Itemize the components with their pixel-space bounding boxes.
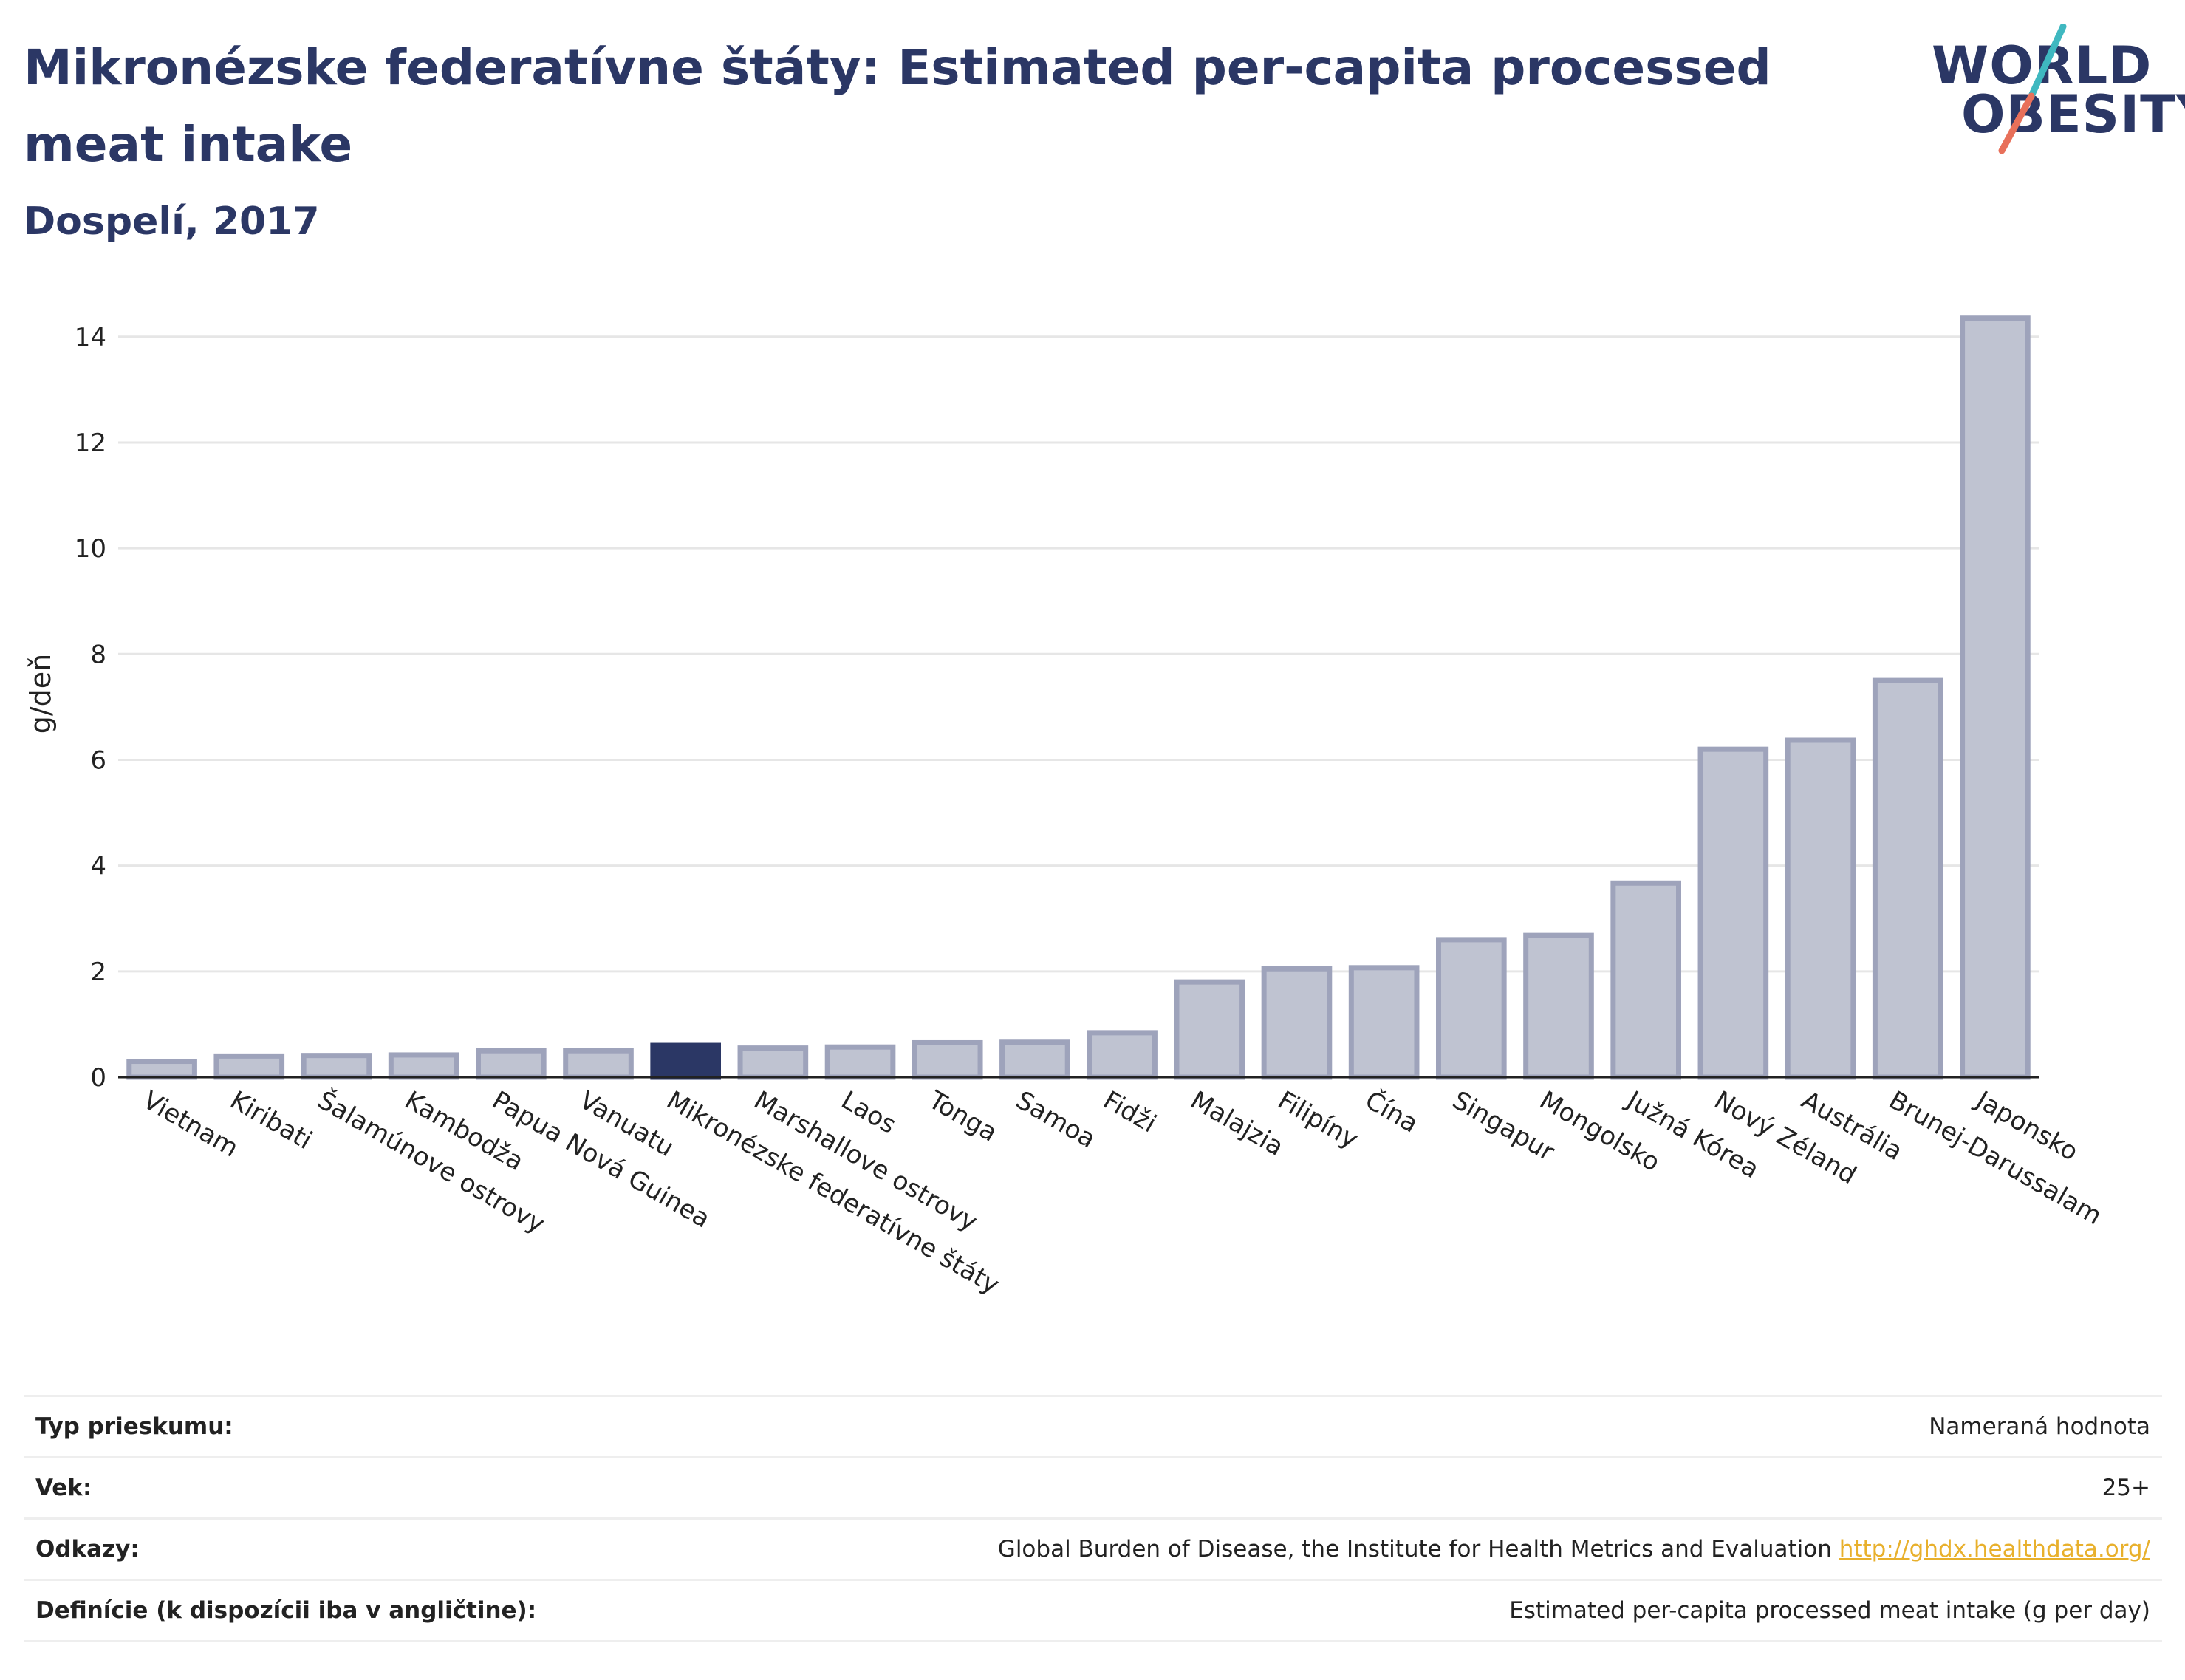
x-tick-label: Fidži [1098, 1085, 1161, 1138]
reference-link[interactable]: http://ghdx.healthdata.org/ [1839, 1536, 2150, 1563]
y-tick-label: 14 [75, 323, 106, 352]
x-tick-label: Čína [1360, 1085, 1423, 1138]
logo-line-2: OBESITY [1961, 84, 2185, 145]
y-tick-label: 6 [90, 745, 106, 775]
y-tick-label: 10 [75, 534, 106, 564]
meta-label: Vek: [35, 1475, 92, 1501]
meta-row-references: Odkazy: Global Burden of Disease, the In… [24, 1517, 2162, 1579]
meta-value: Nameraná hodnota [1929, 1413, 2150, 1440]
world-obesity-logo: WORLD OBESITY [1932, 24, 2185, 157]
chart-title: Mikronézske federatívne štáty: Estimated… [24, 39, 1771, 173]
x-tick-label: Laos [836, 1085, 901, 1140]
meta-value-group: Global Burden of Disease, the Institute … [998, 1536, 2150, 1563]
bar [824, 1044, 896, 1080]
x-tick-label: Filipíny [1273, 1085, 1363, 1155]
bar [1697, 746, 1769, 1080]
y-tick-label: 12 [75, 428, 106, 458]
bar [126, 1059, 197, 1080]
x-tick-label: Samoa [1011, 1085, 1100, 1154]
bar [476, 1048, 547, 1080]
bar [1174, 979, 1245, 1080]
meta-value: Estimated per-capita processed meat inta… [1509, 1597, 2150, 1624]
meta-value: Global Burden of Disease, the Institute … [997, 1536, 1832, 1563]
bar [1348, 965, 1420, 1080]
bar [1436, 937, 1507, 1080]
meta-row-definitions: Definície (k dispozícii iba v angličtine… [24, 1579, 2162, 1642]
bar [301, 1053, 372, 1080]
bar [912, 1039, 983, 1080]
chart-subtitle: Dospelí, 2017 [24, 199, 320, 244]
meta-label: Definície (k dispozícii iba v angličtine… [35, 1597, 537, 1624]
bar-highlighted [650, 1042, 722, 1080]
y-axis-label: g/deň [24, 654, 57, 734]
bar [1523, 932, 1594, 1080]
bar [388, 1052, 459, 1080]
bar [213, 1053, 285, 1080]
logo-line-1: WORLD [1932, 40, 2152, 92]
bar [737, 1045, 809, 1080]
y-tick-label: 0 [90, 1063, 106, 1093]
meta-value: 25+ [2102, 1475, 2150, 1501]
meta-row-survey-type: Typ prieskumu: Nameraná hodnota [24, 1395, 2162, 1456]
bars [126, 315, 2031, 1080]
meta-row-age: Vek: 25+ [24, 1456, 2162, 1517]
bar [999, 1039, 1070, 1080]
metadata-table: Typ prieskumu: Nameraná hodnota Vek: 25+… [24, 1395, 2162, 1642]
y-tick-label: 2 [90, 957, 106, 987]
bar [1087, 1030, 1158, 1080]
logo-slash-icon [1998, 24, 2067, 154]
x-tick-label: Vietnam [138, 1085, 244, 1164]
y-tick-label: 4 [90, 852, 106, 881]
x-tick-label: Tonga [923, 1085, 1002, 1148]
bar [1872, 677, 1943, 1080]
meta-label: Typ prieskumu: [35, 1413, 233, 1440]
bar [1960, 315, 2031, 1080]
y-tick-label: 8 [90, 640, 106, 669]
bar [1785, 737, 1856, 1080]
meta-label: Odkazy: [35, 1536, 140, 1563]
x-tick-label: Malajzia [1186, 1085, 1289, 1162]
bar [1610, 880, 1681, 1080]
bar [1261, 966, 1333, 1080]
bar [563, 1048, 634, 1080]
